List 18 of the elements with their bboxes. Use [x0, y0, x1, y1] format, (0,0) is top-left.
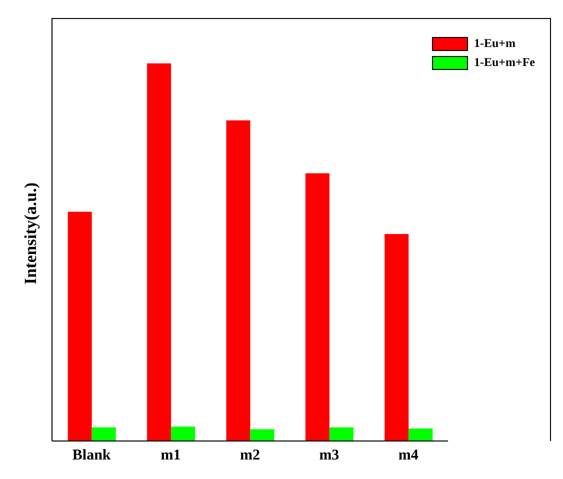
bar [147, 63, 172, 441]
bar [171, 426, 196, 441]
bar [305, 173, 330, 441]
bar [408, 428, 433, 441]
bar [329, 427, 354, 441]
bar [226, 120, 250, 441]
x-tick-label: Blank [72, 448, 112, 464]
y-axis-title: Intensity(a.u.) [21, 182, 40, 284]
x-tick-label: m4 [398, 448, 419, 464]
legend-label: 1-Eu+m+Fe [474, 55, 535, 70]
bar [250, 429, 274, 441]
legend-label: 1-Eu+m [474, 36, 516, 51]
x-tick-label: m3 [319, 448, 340, 464]
x-tick-label: m1 [160, 448, 181, 464]
bar [384, 234, 409, 441]
bar [68, 212, 92, 441]
x-tick-label: m2 [240, 448, 260, 464]
bar [92, 427, 116, 441]
